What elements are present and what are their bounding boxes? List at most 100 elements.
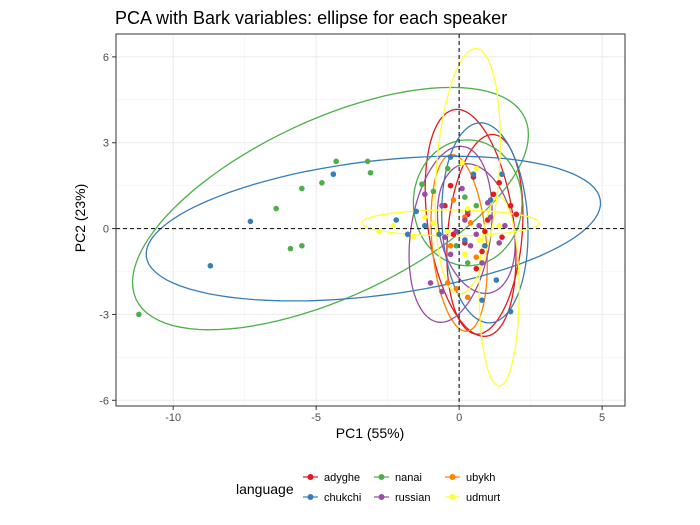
point-chukchi (207, 262, 214, 269)
point-nanai (462, 194, 468, 200)
point-russian (439, 288, 445, 295)
point-udmurt (473, 165, 480, 172)
point-chukchi (499, 171, 505, 178)
legend-key-point-russian (378, 494, 385, 500)
point-russian (439, 202, 445, 209)
chart-title: PCA with Bark variables: ellipse for eac… (115, 8, 507, 28)
point-russian (487, 214, 494, 220)
plot-panel (115, 33, 626, 407)
point-udmurt (422, 214, 428, 220)
x-axis-title: PC1 (55%) (336, 425, 404, 441)
legend-label-nanai: nanai (395, 472, 422, 484)
legend-key-point-nanai (378, 474, 385, 480)
point-udmurt (459, 159, 465, 166)
point-nanai (364, 158, 371, 165)
point-russian (422, 191, 428, 198)
ellipse-udmurt (434, 47, 501, 295)
x-tick-label: -10 (165, 412, 181, 424)
point-russian (496, 240, 502, 246)
point-udmurt (430, 220, 437, 226)
point-adyghe (513, 211, 520, 218)
point-ubykh (473, 254, 480, 260)
x-tick-label: 5 (599, 412, 605, 424)
legend-key-point-ubykh (449, 474, 456, 480)
point-nanai (367, 169, 374, 176)
point-nanai (444, 165, 451, 172)
point-nanai (464, 260, 471, 266)
point-russian (427, 280, 434, 286)
axis-ticks: -10 -5 0 5 -6 -3 0 3 6 (99, 52, 605, 424)
point-nanai (419, 181, 425, 188)
point-ubykh (450, 197, 457, 203)
point-chukchi (447, 154, 454, 160)
legend-key-point-adyghe (307, 474, 314, 480)
point-ubykh (453, 285, 460, 292)
ellipse-nanai (412, 139, 523, 267)
point-chukchi (462, 237, 468, 243)
point-chukchi (413, 208, 420, 215)
point-adyghe (507, 202, 514, 209)
point-udmurt (464, 205, 471, 212)
point-ubykh (444, 280, 451, 286)
plot-border (115, 33, 626, 407)
point-ubykh (467, 220, 474, 226)
point-russian (467, 242, 474, 249)
point-russian (462, 217, 468, 223)
ellipse-nanai (131, 86, 530, 331)
point-udmurt (496, 222, 502, 229)
y-tick-label: -3 (99, 309, 109, 321)
legend-key-point-chukchi (307, 494, 314, 500)
x-tick-label: 0 (456, 412, 462, 424)
point-adyghe (496, 180, 502, 186)
point-adyghe (482, 228, 488, 235)
y-axis-title: PC2 (23%) (72, 184, 88, 252)
point-russian (476, 222, 482, 229)
point-adyghe (499, 234, 505, 240)
point-russian (459, 185, 465, 192)
point-russian (479, 260, 485, 266)
legend-key-point-udmurt (449, 494, 456, 500)
point-nanai (319, 180, 325, 186)
point-nanai (136, 311, 142, 318)
legend-label-chukchi: chukchi (324, 492, 361, 504)
point-udmurt (390, 222, 397, 229)
point-udmurt (462, 251, 468, 258)
reference-lines (116, 34, 625, 406)
ellipse-udmurt (361, 209, 540, 237)
point-chukchi (507, 308, 514, 315)
point-layer (136, 154, 520, 318)
ellipse-udmurt (478, 196, 520, 387)
point-russian (453, 228, 460, 235)
point-chukchi (436, 231, 442, 238)
legend-label-ubykh: ubykh (466, 472, 495, 484)
point-chukchi (422, 222, 428, 229)
point-chukchi (493, 277, 500, 283)
point-adyghe (473, 265, 480, 272)
point-chukchi (330, 171, 337, 178)
point-russian (502, 222, 508, 229)
y-tick-label: 6 (103, 52, 109, 64)
point-ubykh (447, 242, 454, 249)
y-tick-label: -6 (99, 395, 109, 407)
legend-label-udmurt: udmurt (466, 492, 500, 504)
point-nanai (299, 242, 305, 249)
point-ubykh (464, 294, 471, 301)
point-nanai (299, 185, 305, 192)
x-tick-label: -5 (311, 412, 321, 424)
ellipse-chukchi (441, 122, 529, 324)
point-nanai (473, 202, 480, 209)
point-chukchi (404, 231, 411, 238)
legend-title: language (236, 481, 294, 497)
point-russian (473, 231, 480, 238)
legend-label-adyghe: adyghe (324, 472, 360, 484)
point-nanai (333, 158, 339, 165)
point-adyghe (490, 191, 497, 198)
point-russian (484, 200, 491, 206)
legend: language adyghe nanai ubykh chukchi russian u… (236, 472, 500, 504)
point-nanai (287, 245, 294, 252)
point-chukchi (479, 297, 485, 303)
point-udmurt (376, 228, 382, 235)
y-tick-label: 3 (103, 138, 109, 150)
legend-label-russian: russian (395, 492, 430, 504)
